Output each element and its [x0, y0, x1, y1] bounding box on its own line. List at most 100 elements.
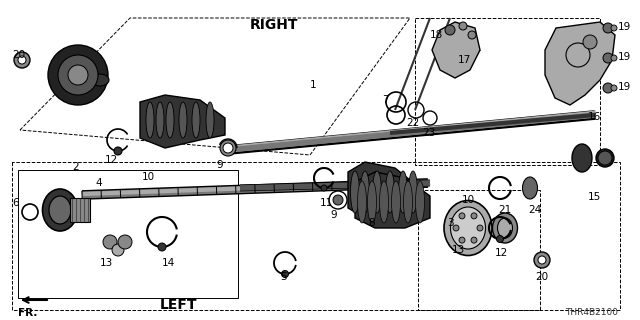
Circle shape: [48, 45, 108, 105]
Text: 6: 6: [12, 198, 19, 208]
Ellipse shape: [399, 171, 408, 213]
Circle shape: [103, 235, 117, 249]
Text: 20: 20: [535, 272, 548, 282]
Text: 18: 18: [430, 30, 444, 40]
Circle shape: [603, 23, 613, 33]
Text: 23: 23: [422, 128, 435, 138]
Text: 17: 17: [458, 55, 471, 65]
Ellipse shape: [360, 171, 369, 213]
Ellipse shape: [42, 189, 77, 231]
Circle shape: [14, 52, 30, 68]
Circle shape: [114, 147, 122, 155]
Ellipse shape: [179, 102, 187, 138]
Circle shape: [583, 35, 597, 49]
Text: 15: 15: [588, 192, 601, 202]
Ellipse shape: [358, 181, 367, 223]
Text: 19: 19: [618, 22, 631, 32]
Circle shape: [538, 256, 546, 264]
Circle shape: [453, 225, 459, 231]
Text: 12: 12: [105, 155, 118, 165]
Circle shape: [477, 225, 483, 231]
Text: 10: 10: [142, 172, 155, 182]
Circle shape: [598, 151, 612, 165]
Circle shape: [497, 236, 504, 243]
Text: 13: 13: [100, 258, 113, 268]
Circle shape: [333, 195, 343, 205]
Text: 21: 21: [498, 205, 511, 215]
Ellipse shape: [392, 181, 401, 223]
Text: RIGHT: RIGHT: [250, 18, 298, 32]
Polygon shape: [545, 22, 615, 105]
Text: 22: 22: [406, 118, 419, 128]
Text: 4: 4: [95, 178, 102, 188]
Text: 2: 2: [72, 162, 79, 172]
Ellipse shape: [415, 181, 424, 223]
Text: 19: 19: [618, 82, 631, 92]
Text: 19: 19: [618, 52, 631, 62]
Text: 7: 7: [382, 95, 388, 105]
Polygon shape: [348, 162, 420, 218]
Circle shape: [471, 237, 477, 243]
Circle shape: [58, 55, 98, 95]
Text: 12: 12: [495, 248, 508, 258]
Circle shape: [603, 53, 613, 63]
Text: 16: 16: [588, 112, 601, 122]
Circle shape: [118, 235, 132, 249]
Circle shape: [112, 244, 124, 256]
Polygon shape: [355, 172, 430, 228]
Ellipse shape: [367, 181, 376, 223]
Ellipse shape: [380, 181, 388, 223]
Ellipse shape: [497, 218, 513, 238]
Ellipse shape: [166, 102, 174, 138]
Ellipse shape: [146, 102, 154, 138]
Text: 8: 8: [368, 218, 374, 228]
Ellipse shape: [385, 171, 394, 213]
Ellipse shape: [408, 171, 417, 213]
Circle shape: [459, 237, 465, 243]
Polygon shape: [432, 22, 480, 78]
Circle shape: [603, 83, 613, 93]
Ellipse shape: [206, 102, 214, 138]
Ellipse shape: [372, 171, 381, 213]
Ellipse shape: [403, 181, 413, 223]
Circle shape: [158, 243, 166, 251]
Ellipse shape: [522, 177, 538, 199]
Text: 24: 24: [528, 205, 541, 215]
Circle shape: [611, 25, 617, 31]
Ellipse shape: [596, 149, 614, 167]
Circle shape: [471, 213, 477, 219]
Circle shape: [68, 65, 88, 85]
Circle shape: [459, 22, 467, 30]
Circle shape: [282, 270, 289, 277]
Circle shape: [445, 25, 455, 35]
Text: 3: 3: [447, 218, 454, 228]
Polygon shape: [140, 95, 225, 148]
Circle shape: [220, 140, 236, 156]
Circle shape: [468, 31, 476, 39]
Ellipse shape: [493, 213, 518, 243]
Ellipse shape: [192, 102, 200, 138]
Text: 1: 1: [310, 80, 317, 90]
Bar: [70, 198, 90, 222]
Circle shape: [611, 85, 617, 91]
Circle shape: [459, 213, 465, 219]
Text: 11: 11: [320, 198, 333, 208]
Circle shape: [223, 143, 233, 153]
Circle shape: [611, 55, 617, 61]
Circle shape: [18, 56, 26, 64]
Ellipse shape: [156, 102, 164, 138]
Text: 10: 10: [462, 195, 475, 205]
Circle shape: [321, 185, 327, 191]
Circle shape: [534, 252, 550, 268]
Ellipse shape: [572, 144, 592, 172]
Ellipse shape: [444, 201, 492, 255]
Ellipse shape: [91, 74, 109, 86]
Text: 9: 9: [330, 210, 337, 220]
Text: LEFT: LEFT: [160, 298, 198, 312]
Ellipse shape: [451, 207, 486, 249]
Text: 14: 14: [162, 258, 175, 268]
Text: 9: 9: [217, 160, 223, 170]
Text: 20: 20: [12, 50, 25, 60]
Ellipse shape: [351, 171, 360, 213]
Text: THR4B2100: THR4B2100: [565, 308, 618, 317]
